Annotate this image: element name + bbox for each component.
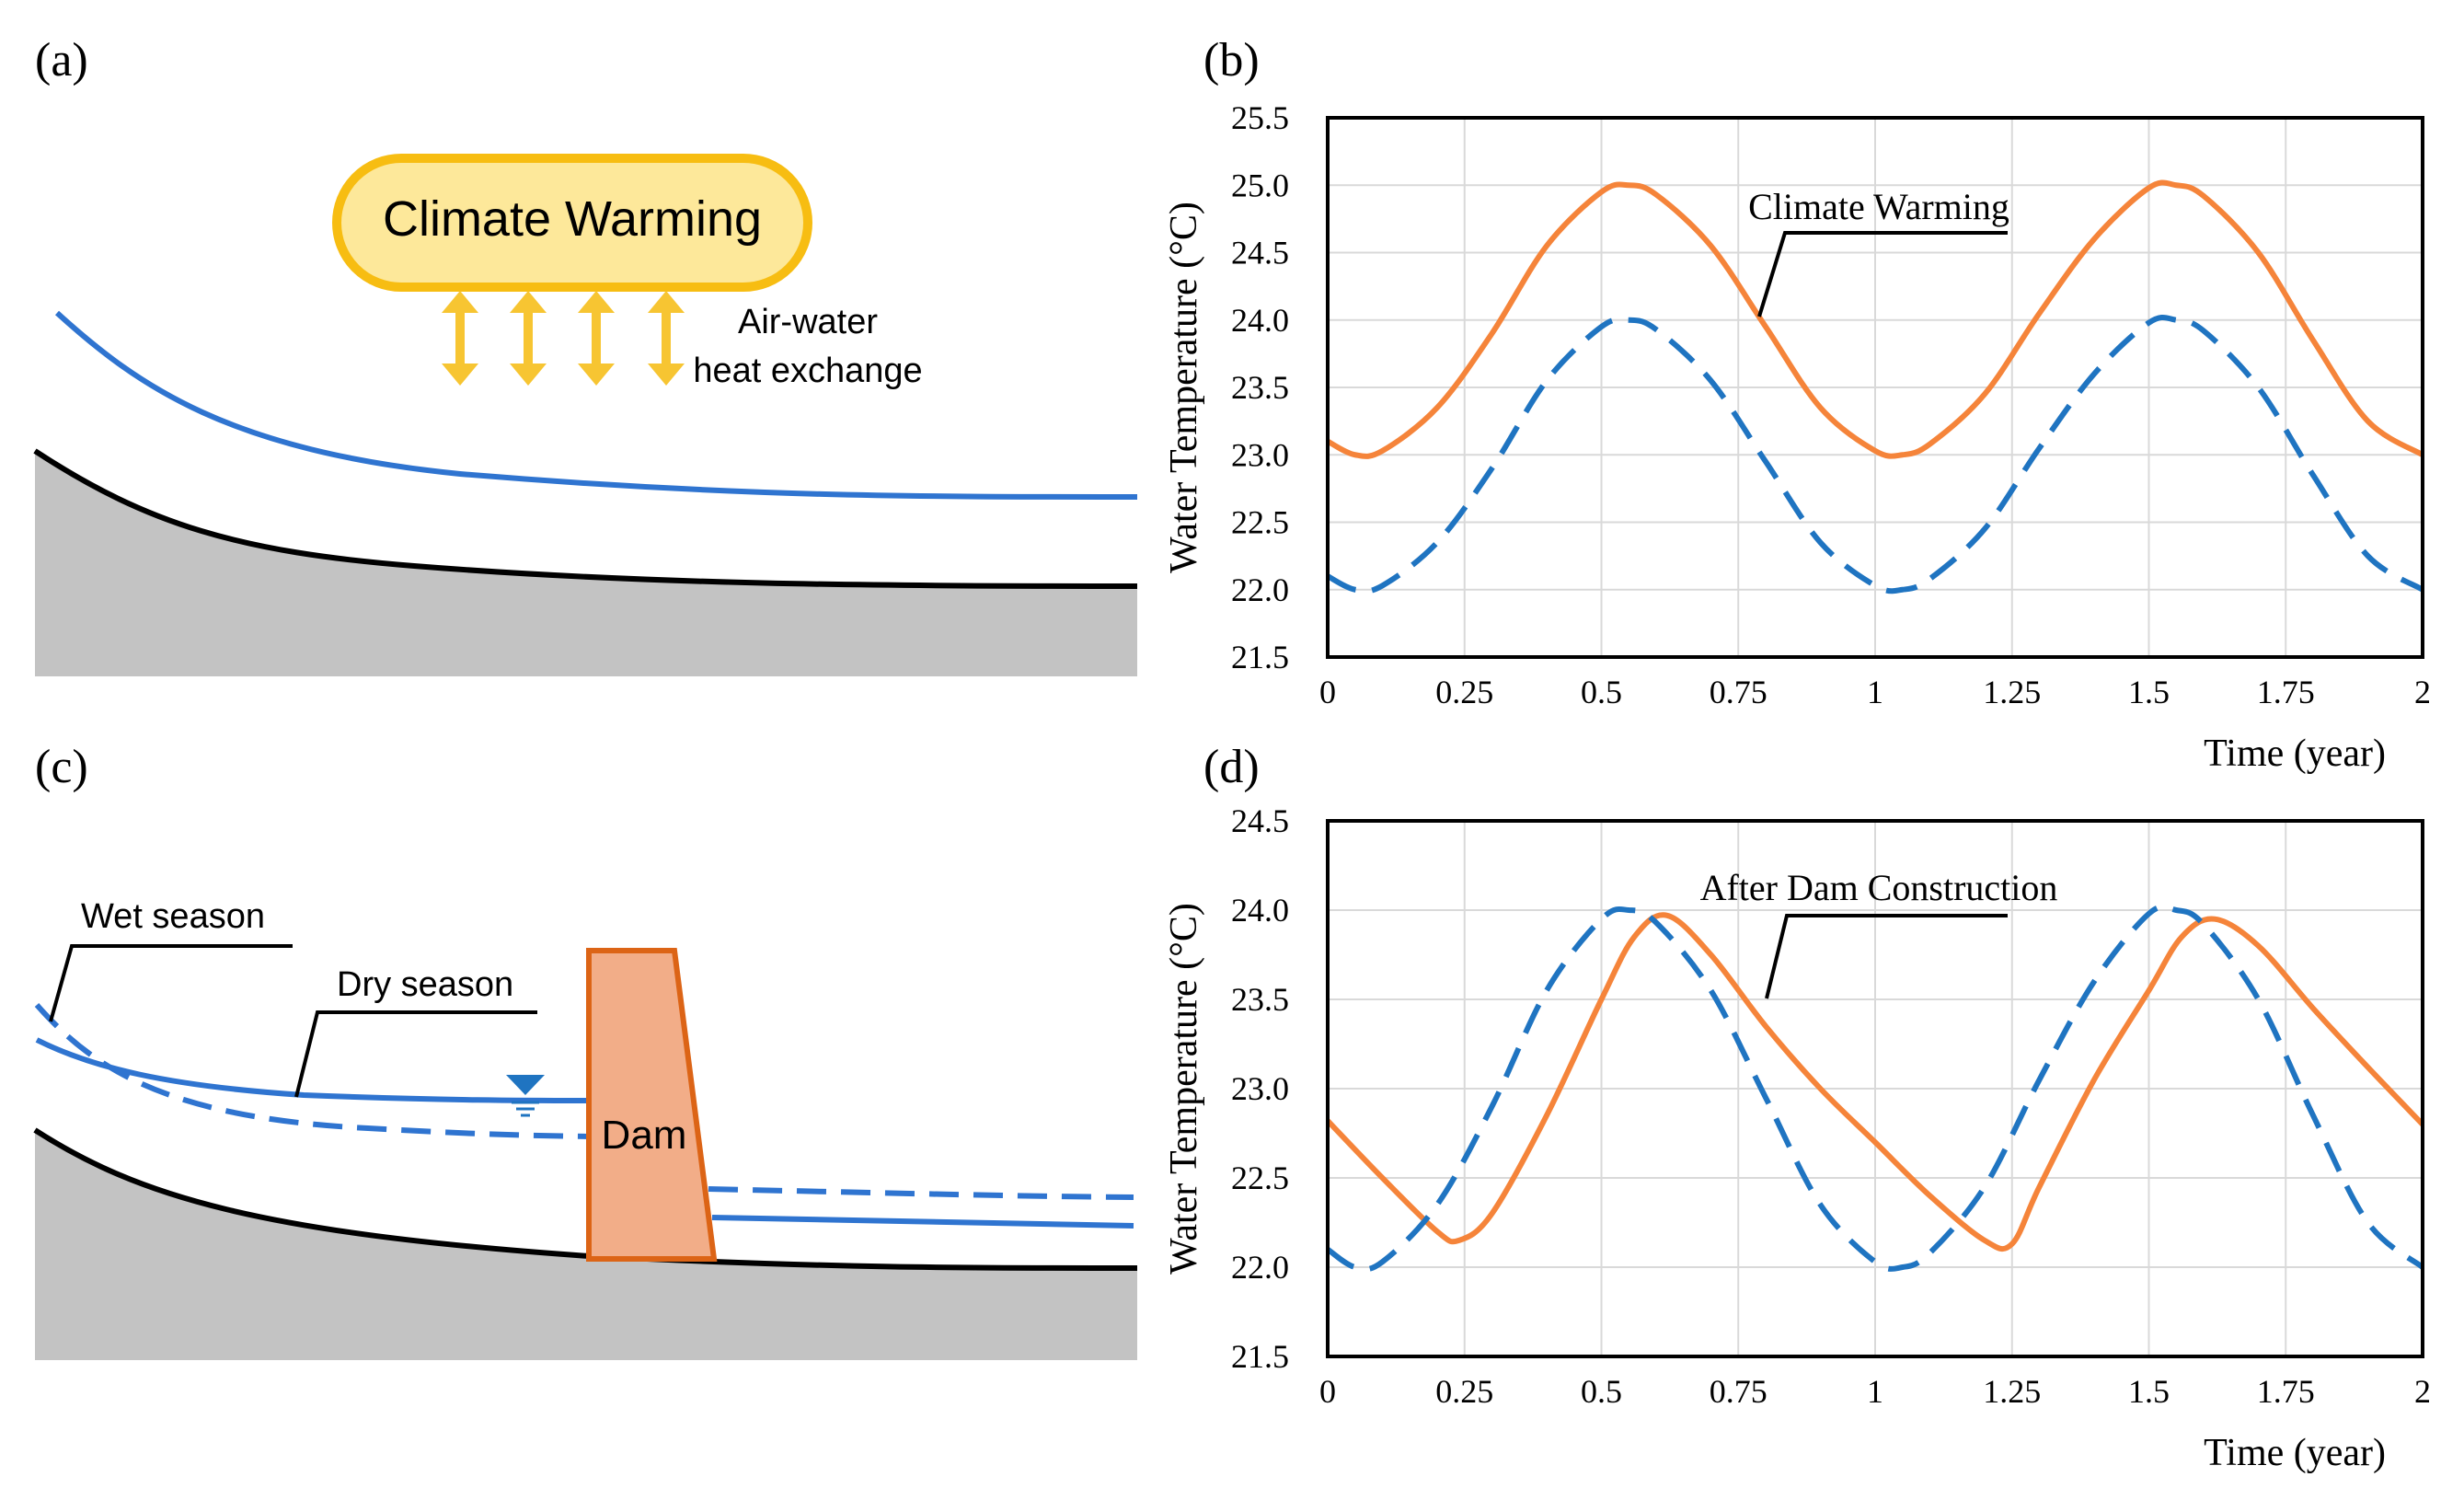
double-arrow-icon (648, 291, 685, 386)
plot-frame (1326, 116, 2424, 659)
x-tick-label: 1.5 (2128, 674, 2170, 710)
x-tick-label: 1 (1867, 674, 1883, 710)
wet-season-surface-downstream (708, 1186, 1134, 1200)
x-tick-label: 0 (1319, 674, 1336, 710)
series-line-baseline (1326, 315, 2424, 594)
y-tick-label: 25.5 (1231, 99, 1289, 136)
x-tick-label: 2 (2414, 1373, 2431, 1410)
plot-frame (1326, 819, 2424, 1358)
air-water-text: Air-water (738, 303, 878, 341)
y-tick-label: 24.0 (1231, 302, 1289, 339)
y-tick-label: 22.5 (1231, 504, 1289, 541)
dam (586, 948, 718, 1262)
y-tick-label: 22.5 (1231, 1160, 1289, 1196)
double-arrow-icon (442, 291, 478, 386)
climate-warming-text: Climate Warming (383, 191, 762, 247)
riverbed-line-a (33, 448, 1138, 589)
x-tick-label: 0.75 (1710, 674, 1767, 710)
y-tick-label: 22.0 (1231, 1249, 1289, 1286)
y-tick-label: 21.5 (1231, 1338, 1289, 1375)
x-tick-label: 0.25 (1435, 674, 1493, 710)
panel-c-label: (c) (35, 741, 88, 793)
double-arrow-icon (578, 291, 615, 386)
y-tick-label: 23.0 (1231, 1070, 1289, 1107)
series-line-before-dam (1326, 904, 2424, 1273)
x-tick-label: 1.25 (1983, 674, 2041, 710)
y-tick-label: 24.5 (1231, 802, 1289, 839)
heat-exchange-arrows (442, 291, 685, 386)
dam-label: Dam (602, 1113, 687, 1158)
series-line-climate-warming (1326, 179, 2424, 459)
riverbed-ground-a (35, 451, 1137, 676)
x-tick-label: 2 (2414, 674, 2431, 710)
x-tick-label: 0.5 (1581, 674, 1622, 710)
panel-b: (b) 0 0.25 0.5 0.75 1 1.25 1.5 1.75 2 21.5 22.0 22.… (1163, 34, 2431, 775)
wet-season-leader (49, 944, 293, 1022)
panel-d: (d) 0 0.25 0.5 0.75 1 1.25 1.5 1.75 2 21.5 22.0 22.… (1163, 741, 2431, 1474)
chart-annotation: After Dam Construction (1700, 867, 2058, 908)
x-tick-label: 0.5 (1581, 1373, 1622, 1410)
water-level-icon (506, 1075, 545, 1117)
x-axis-title: Time (year) (2204, 1432, 2386, 1474)
series-line-after-dam-construction (1325, 912, 2425, 1252)
dry-season-leader (294, 1010, 537, 1098)
annotation-leader (1757, 231, 2008, 317)
wet-season-label: Wet season (81, 897, 265, 936)
x-tick-label: 1.25 (1983, 1373, 2041, 1410)
climate-warming-cloud (332, 154, 812, 292)
dry-season-surface-upstream (35, 1037, 590, 1103)
chart-annotation: Climate Warming (1748, 186, 2009, 227)
water-surface-a (54, 310, 1138, 500)
y-tick-label: 24.0 (1231, 892, 1289, 929)
panel-c: (c) Dam Wet season Dry season (33, 741, 1138, 1360)
x-tick-label: 0.75 (1710, 1373, 1767, 1410)
heat-exchange-text: heat exchange (693, 352, 922, 390)
panel-b-label: (b) (1203, 34, 1260, 87)
panel-a: (a) Climate Warming (33, 34, 1138, 676)
x-axis-title: Time (year) (2204, 733, 2386, 775)
dry-season-surface-downstream (711, 1215, 1134, 1229)
x-tick-label: 1 (1867, 1373, 1883, 1410)
y-tick-label: 21.5 (1231, 639, 1289, 675)
y-tick-label: 23.5 (1231, 981, 1289, 1018)
x-tick-label: 1.75 (2257, 674, 2315, 710)
wet-season-surface-upstream (34, 1003, 590, 1139)
y-axis-title: Water Temperature (°C) (1163, 202, 1205, 573)
panel-d-label: (d) (1203, 741, 1260, 793)
x-tick-label: 1.5 (2128, 1373, 2170, 1410)
y-tick-label: 25.0 (1231, 167, 1289, 203)
double-arrow-icon (510, 291, 547, 386)
dry-season-label: Dry season (337, 965, 513, 1004)
x-tick-label: 0 (1319, 1373, 1336, 1410)
x-tick-label: 0.25 (1435, 1373, 1493, 1410)
riverbed-ground-c (35, 1130, 1137, 1360)
y-axis-title: Water Temperature (°C) (1163, 903, 1205, 1275)
y-tick-label: 23.0 (1231, 436, 1289, 473)
y-tick-label: 24.5 (1231, 235, 1289, 271)
panel-a-label: (a) (35, 34, 88, 87)
x-tick-label: 1.75 (2257, 1373, 2315, 1410)
annotation-leader (1765, 914, 2008, 999)
chart-d: 0 0.25 0.5 0.75 1 1.25 1.5 1.75 2 21.5 22.0 22.5 23.… (1163, 802, 2431, 1474)
chart-b: 0 0.25 0.5 0.75 1 1.25 1.5 1.75 2 21.5 22.0 22.5 23.… (1163, 99, 2431, 775)
y-tick-label: 23.5 (1231, 369, 1289, 406)
y-tick-label: 22.0 (1231, 571, 1289, 608)
